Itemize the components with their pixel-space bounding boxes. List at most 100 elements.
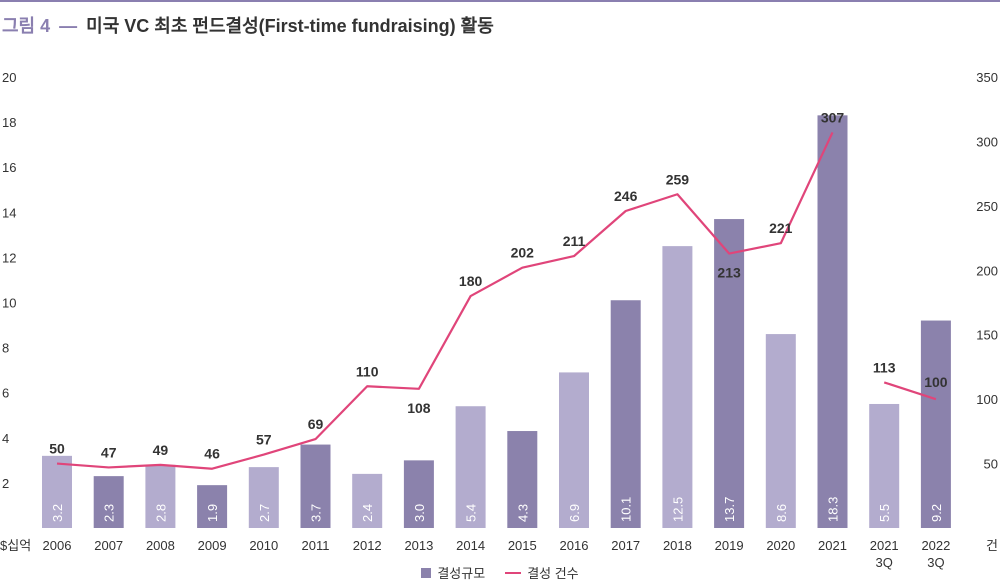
line-series: [883, 381, 937, 401]
bar: [662, 246, 693, 528]
bar-value-label: 3.7: [309, 504, 324, 522]
title-dash: —: [59, 16, 78, 36]
left-axis-tick: 6: [2, 386, 9, 401]
legend-bar-label: 결성규모: [437, 566, 486, 581]
line-value-label: 246: [614, 188, 638, 204]
right-axis-unit: 건: [986, 538, 998, 553]
bar-value-label: 13.7: [722, 497, 737, 522]
bar-value-label: 4.3: [515, 504, 530, 522]
bar: [765, 334, 796, 528]
bar-value-label: 2.4: [360, 504, 375, 522]
right-axis-tick: 150: [976, 328, 998, 343]
category-label: 2022: [921, 538, 950, 553]
chart-title: 그림 4 — 미국 VC 최초 펀드결성(First-time fundrais…: [2, 12, 494, 38]
line-value-label: 113: [873, 359, 896, 375]
right-axis-tick: 250: [976, 199, 998, 214]
bar-value-label: 2.3: [102, 504, 117, 522]
line-value-label: 47: [101, 444, 117, 460]
line-value-label: 307: [821, 109, 845, 125]
legend-bar-swatch: [421, 567, 432, 578]
bar: [93, 476, 124, 528]
category-label: 2010: [249, 538, 278, 553]
bar: [352, 473, 383, 528]
bar-value-label: 2.8: [153, 504, 168, 522]
category-label: 2021: [818, 538, 847, 553]
bar: [559, 372, 589, 528]
line-value-label: 108: [407, 400, 431, 416]
line-value-label: 213: [717, 265, 741, 281]
category-label: 2019: [715, 538, 744, 553]
bar-value-label: 8.6: [774, 504, 789, 522]
bar-value-label: 5.4: [464, 504, 479, 522]
bar-value-label: 12.5: [670, 497, 685, 522]
line-value-label: 69: [308, 416, 324, 432]
legend-item-line: 결성 건수: [505, 563, 579, 582]
title-text: 미국 VC 최초 펀드결성(First-time fundraising) 활동: [86, 16, 494, 36]
legend-line-label: 결성 건수: [527, 566, 579, 581]
right-axis-tick: 350: [976, 70, 998, 85]
category-label: 2020: [766, 538, 795, 553]
bar: [248, 467, 279, 528]
right-axis-tick: 300: [976, 134, 998, 149]
top-rule: [0, 0, 1000, 2]
category-label: 2007: [94, 538, 123, 553]
line-series: [56, 131, 834, 470]
category-label: 2009: [198, 538, 227, 553]
bar-value-label: 6.9: [567, 504, 582, 522]
line-value-label: 50: [49, 441, 65, 457]
line-value-label: 57: [256, 432, 272, 448]
line-value-label: 211: [563, 233, 586, 249]
legend-line-swatch: [505, 571, 522, 574]
left-axis-tick: 4: [2, 431, 9, 446]
category-label: 2014: [456, 538, 485, 553]
category-label: 3Q: [927, 555, 944, 570]
right-axis-tick: 50: [984, 457, 998, 472]
bar: [145, 464, 176, 528]
bar: [42, 455, 72, 528]
bar: [817, 115, 848, 529]
bar: [869, 403, 900, 528]
line-value-label: 49: [153, 442, 169, 458]
category-label: 3Q: [876, 555, 893, 570]
right-axis-tick: 200: [976, 263, 998, 278]
legend-item-bar: 결성규모: [421, 563, 485, 582]
bar-value-label: 5.5: [877, 504, 892, 522]
bar: [403, 460, 434, 528]
line-value-label: 180: [459, 273, 483, 289]
left-axis-tick: 12: [2, 250, 16, 265]
line-value-label: 202: [511, 245, 535, 261]
left-axis-tick: 10: [2, 296, 16, 311]
left-axis-unit: $십억: [0, 538, 31, 553]
category-label: 2021: [870, 538, 899, 553]
bar: [455, 406, 486, 528]
left-axis-tick: 18: [2, 115, 16, 130]
bar-value-label: 9.2: [929, 504, 944, 522]
left-axis-tick: 20: [2, 70, 16, 85]
bar-value-label: 3.2: [50, 504, 65, 522]
line-value-label: 100: [924, 374, 948, 390]
left-axis-tick: 14: [2, 205, 16, 220]
bar-value-label: 3.0: [412, 504, 427, 522]
category-label: 2008: [146, 538, 175, 553]
bar: [714, 219, 745, 528]
bar-value-label: 18.3: [826, 497, 841, 522]
legend: 결성규모 결성 건수: [0, 563, 1000, 582]
category-label: 2016: [560, 538, 589, 553]
line-value-label: 46: [204, 446, 220, 462]
category-label: 2013: [404, 538, 433, 553]
bar-value-label: 1.9: [205, 504, 220, 522]
left-axis-tick: 2: [2, 476, 9, 491]
line-value-label: 110: [356, 363, 379, 379]
bar: [610, 300, 641, 528]
line-value-label: 221: [769, 220, 793, 236]
bar-value-label: 2.7: [257, 504, 272, 522]
category-label: 2012: [353, 538, 382, 553]
left-axis-tick: 16: [2, 160, 16, 175]
category-label: 2018: [663, 538, 692, 553]
bar: [197, 485, 228, 528]
bar: [920, 320, 951, 528]
category-label: 2011: [302, 538, 330, 553]
figure-label: 그림 4: [2, 16, 51, 36]
category-label: 2006: [43, 538, 72, 553]
